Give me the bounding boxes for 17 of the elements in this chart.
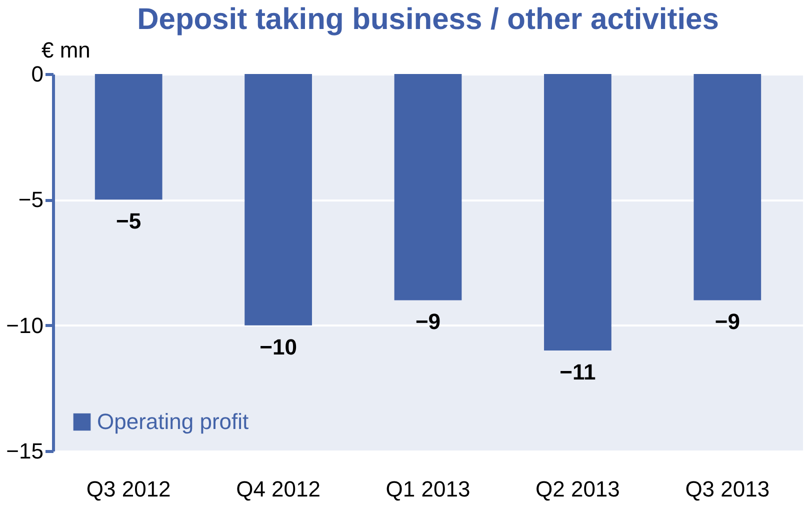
legend-label: Operating profit bbox=[97, 409, 249, 434]
data-label: −9 bbox=[415, 309, 441, 334]
data-label: −5 bbox=[116, 208, 142, 234]
data-label: −11 bbox=[560, 359, 596, 384]
y-axis-title: € mn bbox=[42, 38, 90, 62]
x-tick-label: Q4 2012 bbox=[236, 476, 321, 502]
chart-title: Deposit taking business / other activities bbox=[137, 3, 719, 36]
y-tick-label: −15 bbox=[6, 438, 44, 464]
x-tick-label: Q3 2013 bbox=[685, 476, 770, 502]
y-tick-label: −5 bbox=[18, 187, 44, 212]
y-tick-label: 0 bbox=[31, 62, 44, 86]
data-label: −10 bbox=[260, 334, 297, 360]
x-tick-label: Q2 2013 bbox=[535, 476, 620, 502]
x-tick-label: Q1 2013 bbox=[386, 476, 470, 502]
x-tick-label: Q3 2012 bbox=[86, 476, 171, 502]
data-label: −9 bbox=[714, 309, 740, 334]
y-tick-label: −10 bbox=[6, 312, 44, 338]
